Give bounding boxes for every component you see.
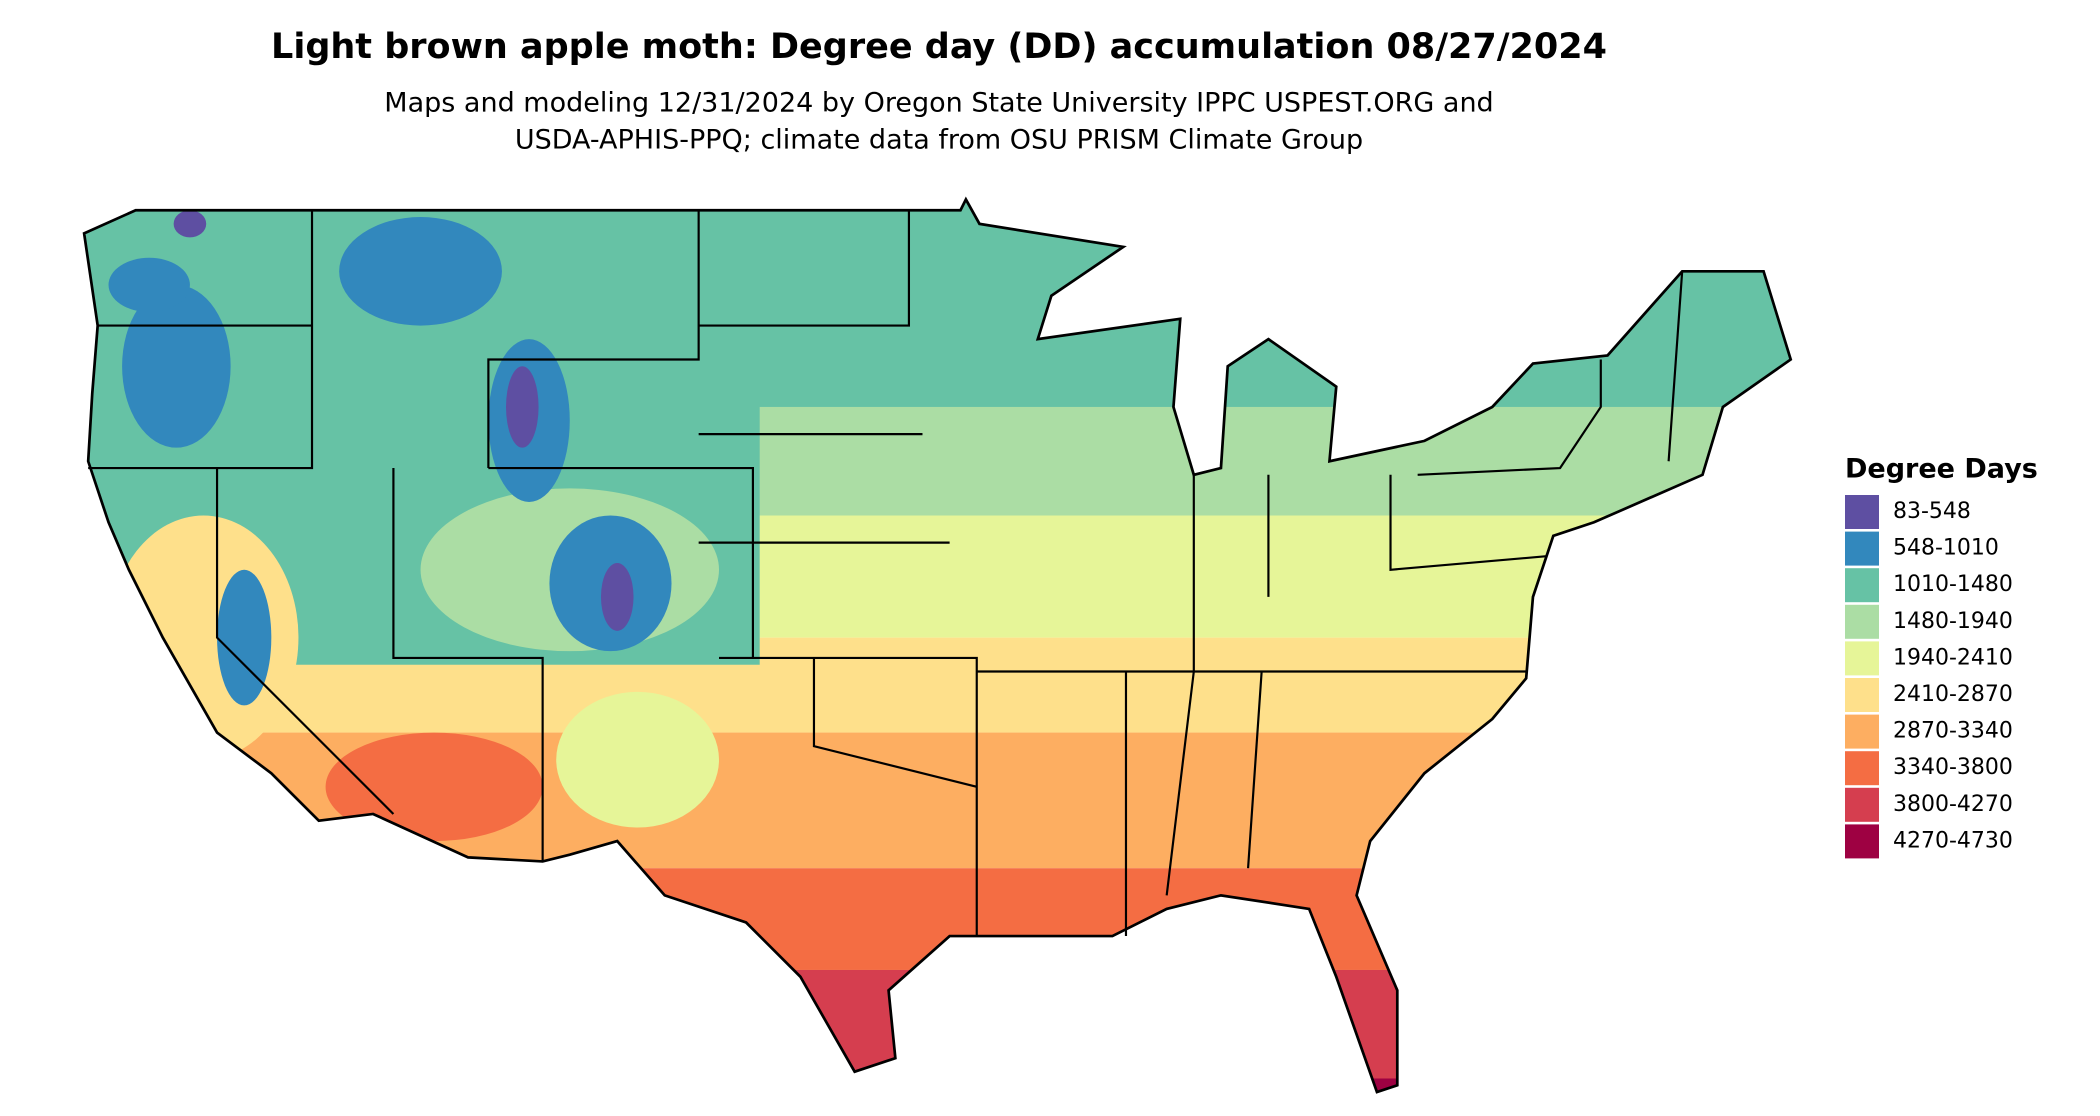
legend-label: 2410-2870 — [1893, 682, 2013, 707]
map-region — [217, 569, 272, 706]
legend-swatch — [1845, 678, 1879, 712]
legend-label: 83-548 — [1893, 499, 1971, 524]
map-subtitle: Maps and modeling 12/31/2024 by Oregon S… — [384, 88, 1493, 119]
legend-label: 4270-4730 — [1893, 828, 2013, 853]
map-region — [84, 1078, 1791, 1093]
legend: 83-548 548-1010 1010-1480 1480-1940 1940-241… — [1845, 495, 2013, 859]
map-region — [556, 691, 719, 828]
state-borders — [88, 210, 1684, 937]
legend-label: 2870-3340 — [1893, 719, 2013, 744]
legend-swatch — [1845, 751, 1879, 786]
legend-swatch — [1845, 495, 1879, 529]
legend-swatch — [1845, 824, 1879, 859]
map-region — [84, 969, 1791, 1079]
map-region — [108, 257, 190, 313]
legend-label: 3800-4270 — [1893, 792, 2013, 817]
map-region — [600, 562, 634, 631]
legend-swatch — [1845, 641, 1879, 676]
map-region — [173, 210, 207, 238]
map-title: Light brown apple moth: Degree day (DD) … — [271, 27, 1607, 67]
map-fill — [84, 199, 1791, 1093]
legend-swatch — [1845, 604, 1879, 639]
legend-swatch — [1845, 787, 1879, 822]
legend-label: 1480-1940 — [1893, 609, 2013, 634]
legend-label: 1010-1480 — [1893, 572, 2013, 597]
legend-swatch — [1845, 531, 1879, 566]
map-region — [506, 366, 539, 448]
legend-title: Degree Days — [1845, 454, 2038, 485]
map-region — [325, 732, 543, 842]
legend-label: 3340-3800 — [1893, 755, 2013, 780]
map — [82, 198, 1793, 1094]
map-subtitle: USDA-APHIS-PPQ; climate data from OSU PR… — [515, 125, 1363, 156]
legend-swatch — [1845, 568, 1879, 603]
map-region — [84, 732, 1791, 869]
legend-label: 1940-2410 — [1893, 645, 2013, 670]
map-region — [84, 868, 1791, 970]
map-region — [339, 217, 502, 326]
legend-swatch — [1845, 714, 1879, 749]
legend-label: 548-1010 — [1893, 536, 1999, 561]
